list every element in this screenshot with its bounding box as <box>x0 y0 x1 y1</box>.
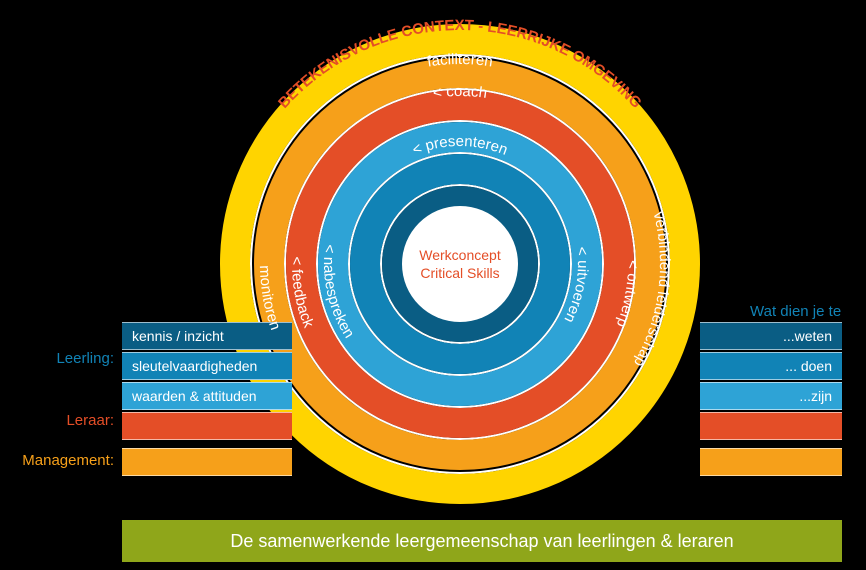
center-text-line1: Werkconcept <box>419 246 500 264</box>
band-left-leraar <box>122 412 292 440</box>
band-right-leraar <box>700 412 842 440</box>
band-left-mgmt <box>122 448 292 476</box>
band-left-waarden: waarden & attituden <box>122 382 292 410</box>
band-left-kennis: kennis / inzicht <box>122 322 292 350</box>
role-label-leerling: Leerling: <box>0 350 114 367</box>
band-right-kennis: ...weten <box>700 322 842 350</box>
band-left-sleutel: sleutelvaardigheden <box>122 352 292 380</box>
footer-text: De samenwerkende leergemeenschap van lee… <box>230 531 733 552</box>
center-disc: Werkconcept Critical Skills <box>402 206 518 322</box>
footer-bar: De samenwerkende leergemeenschap van lee… <box>122 520 842 562</box>
role-label-leraar: Leraar: <box>0 412 114 429</box>
band-right-mgmt <box>700 448 842 476</box>
band-right-waarden: ...zijn <box>700 382 842 410</box>
diagram-stage: kennis / inzicht ...weten sleutelvaardighe… <box>0 0 866 570</box>
role-label-management: Management: <box>0 452 114 469</box>
band-right-sleutel: ... doen <box>700 352 842 380</box>
question-text: Wat dien je te <box>750 303 841 320</box>
center-text-line2: Critical Skills <box>420 264 499 282</box>
